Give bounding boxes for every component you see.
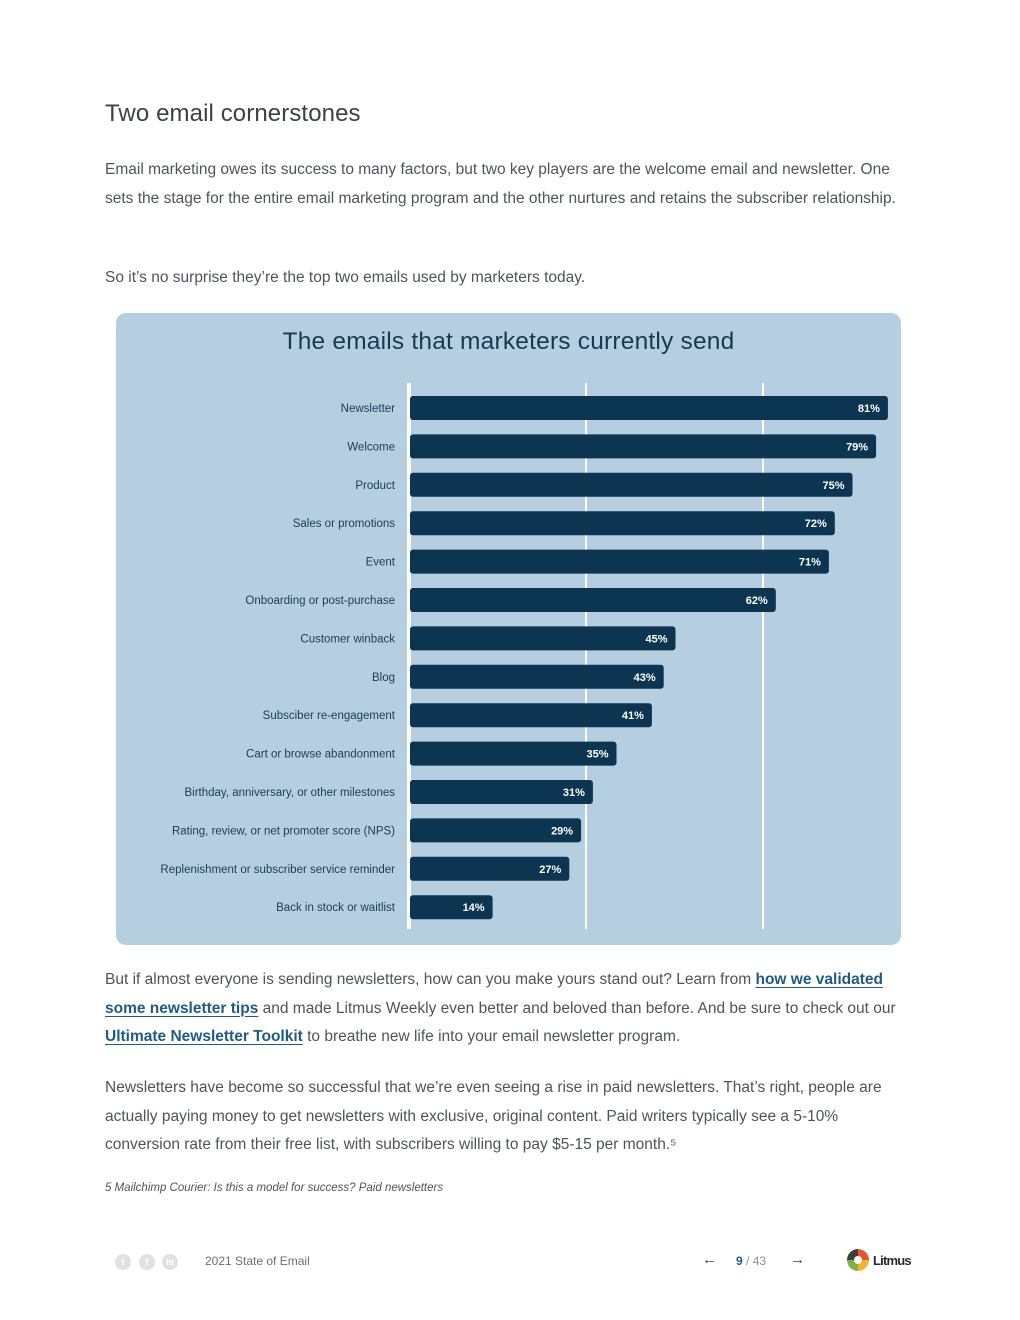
newsletter-paragraph: But if almost everyone is sending newsle… bbox=[105, 966, 915, 1052]
chart-bar bbox=[410, 703, 652, 728]
newsletter-tips-link[interactable]: how we validated some newsletter tips bbox=[105, 971, 883, 1017]
chart-bar bbox=[410, 549, 829, 574]
category-label: Product bbox=[355, 480, 395, 492]
value-label: 45% bbox=[645, 633, 667, 645]
page-footer: t f in 2021 State of Email ← 9 / 43 → Li… bbox=[0, 1245, 1020, 1277]
chart-title: The emails that marketers currently send bbox=[282, 328, 735, 355]
chart-plot: Newsletter 81% Welcome 79% Product 75% Sales o… bbox=[160, 383, 888, 929]
category-label: Cart or browse abandonment bbox=[246, 749, 396, 761]
category-label: Birthday, anniversary, or other mileston… bbox=[185, 787, 396, 799]
paid-newsletters-paragraph: Newsletters have become so successful th… bbox=[105, 1079, 882, 1153]
section-heading: Two email cornerstones bbox=[105, 100, 361, 127]
twitter-icon[interactable]: t bbox=[115, 1254, 131, 1270]
total-pages: / 43 bbox=[746, 1254, 767, 1268]
chart-bar bbox=[410, 396, 888, 420]
category-label: Blog bbox=[372, 672, 395, 684]
value-label: 27% bbox=[539, 864, 561, 876]
value-label: 62% bbox=[746, 595, 768, 607]
value-label: 14% bbox=[463, 902, 485, 914]
litmus-logo-icon[interactable] bbox=[847, 1249, 869, 1271]
chart-bar bbox=[410, 741, 617, 766]
value-label: 79% bbox=[846, 441, 868, 453]
newsletter-toolkit-link[interactable]: Ultimate Newsletter Toolkit bbox=[105, 1028, 303, 1045]
category-label: Onboarding or post-purchase bbox=[245, 595, 395, 607]
value-label: 35% bbox=[586, 749, 608, 761]
paragraph-text: and made Litmus Weekly even better and b… bbox=[258, 999, 896, 1017]
value-label: 31% bbox=[563, 787, 585, 799]
current-page: 9 bbox=[736, 1254, 743, 1268]
summary-paragraph: So it’s no surprise they’re the top two … bbox=[105, 269, 586, 286]
chart-bar bbox=[410, 780, 593, 804]
facebook-icon[interactable]: f bbox=[139, 1254, 155, 1270]
paragraph-text: But if almost everyone is sending newsle… bbox=[105, 971, 756, 988]
prev-page-arrow-icon[interactable]: ← bbox=[702, 1251, 717, 1268]
page-indicator: 9 / 43 bbox=[736, 1254, 766, 1268]
category-label: Customer winback bbox=[300, 633, 395, 645]
value-label: 71% bbox=[799, 557, 821, 569]
category-label: Sales or promotions bbox=[293, 518, 396, 530]
litmus-logo-text: Litmus bbox=[873, 1253, 912, 1268]
chart-bar bbox=[410, 664, 664, 689]
value-label: 72% bbox=[805, 518, 827, 530]
value-label: 41% bbox=[622, 710, 644, 722]
value-label: 75% bbox=[822, 480, 844, 492]
category-label: Back in stock or waitlist bbox=[276, 902, 396, 914]
category-label: Welcome bbox=[347, 441, 395, 453]
value-label: 43% bbox=[634, 672, 656, 684]
chart-bar bbox=[410, 434, 877, 459]
chart-bar bbox=[410, 588, 776, 612]
document-title: 2021 State of Email bbox=[205, 1254, 310, 1268]
intro-paragraph: Email marketing owes its success to many… bbox=[105, 161, 896, 207]
category-label: Subsciber re-engagement bbox=[263, 710, 396, 722]
linkedin-icon[interactable]: in bbox=[162, 1254, 178, 1270]
category-label: Replenishment or subscriber service remi… bbox=[160, 864, 395, 876]
bar-chart: The emails that marketers currently send… bbox=[116, 313, 901, 945]
chart-bar bbox=[410, 511, 835, 536]
category-label: Event bbox=[366, 557, 396, 569]
chart-bar bbox=[410, 472, 853, 497]
chart-bar bbox=[410, 818, 582, 843]
chart-bar bbox=[410, 856, 570, 881]
footnote: 5 Mailchimp Courier: Is this a model for… bbox=[105, 1182, 444, 1194]
next-page-arrow-icon[interactable]: → bbox=[790, 1251, 805, 1268]
chart-bar bbox=[410, 895, 493, 920]
value-label: 29% bbox=[551, 825, 573, 837]
paragraph-text: to breathe new life into your email news… bbox=[302, 1028, 681, 1045]
value-label: 81% bbox=[858, 403, 880, 415]
category-label: Newsletter bbox=[341, 403, 395, 415]
chart-bar bbox=[410, 626, 676, 651]
category-label: Rating, review, or net promoter score (N… bbox=[172, 825, 395, 837]
